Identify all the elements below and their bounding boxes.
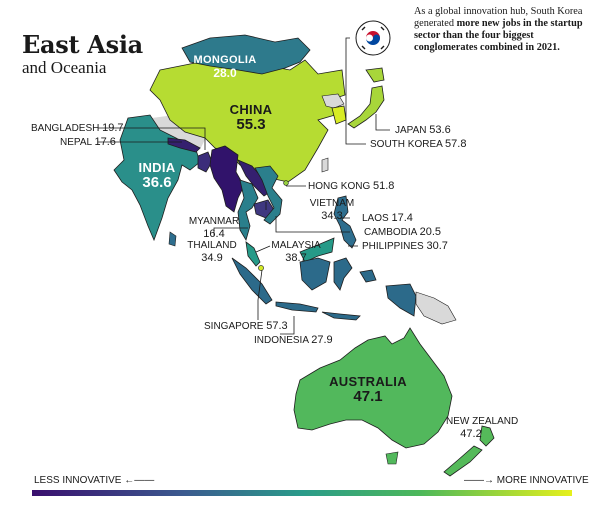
country-vietnam[interactable] bbox=[254, 165, 283, 225]
country-south-korea[interactable] bbox=[331, 105, 347, 125]
arrow-right-icon: ——→ bbox=[464, 475, 494, 486]
indonesia-value: 27.9 bbox=[311, 334, 333, 346]
myanmar-value: 16.4 bbox=[203, 228, 225, 240]
south-korea-name: SOUTH KOREA bbox=[370, 139, 443, 150]
annotation-note: As a global innovation hub, South Korea … bbox=[414, 6, 596, 54]
vietnam-value: 34.3 bbox=[321, 210, 343, 222]
label-new-zealand: NEW ZEALAND 47.2 bbox=[446, 416, 518, 441]
map-subtitle: and Oceania bbox=[22, 58, 107, 77]
label-china: CHINA 55.3 bbox=[216, 102, 286, 132]
singapore-value: 57.3 bbox=[266, 320, 288, 332]
label-south-korea: SOUTH KOREA 57.8 bbox=[370, 138, 466, 151]
label-philippines: PHILIPPINES 30.7 bbox=[362, 240, 448, 253]
country-new-zealand[interactable] bbox=[443, 425, 495, 477]
label-thailand: THAILAND 34.9 bbox=[182, 240, 242, 265]
label-hong-kong: HONG KONG 51.8 bbox=[308, 180, 394, 193]
mongolia-value: 28.0 bbox=[213, 66, 237, 80]
landmass-tasmania bbox=[385, 451, 399, 465]
philippines-value: 30.7 bbox=[426, 240, 448, 252]
mongolia-name: MONGOLIA bbox=[193, 54, 257, 66]
china-name: CHINA bbox=[229, 102, 273, 117]
philippines-name: PHILIPPINES bbox=[362, 241, 424, 252]
landmass-taiwan bbox=[321, 157, 329, 173]
legend-low-label: LESS INNOVATIVE ←—— bbox=[34, 475, 154, 486]
label-australia: AUSTRALIA 47.1 bbox=[318, 374, 418, 404]
myanmar-name: MYANMAR bbox=[188, 216, 240, 227]
laos-value: 17.4 bbox=[391, 212, 413, 224]
note-bold-text: more new jobs in the startup sector than… bbox=[414, 18, 583, 53]
country-indonesia[interactable] bbox=[231, 257, 417, 321]
country-australia[interactable] bbox=[293, 327, 453, 449]
japan-name: JAPAN bbox=[395, 125, 427, 136]
legend-high-label: ——→ MORE INNOVATIVE bbox=[464, 475, 589, 486]
label-indonesia: INDONESIA 27.9 bbox=[254, 334, 333, 347]
hong-kong-value: 51.8 bbox=[373, 180, 395, 192]
australia-name: AUSTRALIA bbox=[329, 374, 407, 389]
country-hong-kong[interactable] bbox=[283, 180, 289, 186]
map-title: East Asia bbox=[22, 30, 143, 59]
label-japan: JAPAN 53.6 bbox=[395, 124, 451, 137]
label-vietnam: VIETNAM 34.3 bbox=[306, 198, 358, 223]
country-nepal[interactable] bbox=[167, 137, 201, 153]
south-korea-flag-icon bbox=[355, 20, 391, 56]
new-zealand-name: NEW ZEALAND bbox=[446, 416, 519, 427]
label-singapore: SINGAPORE 57.3 bbox=[204, 320, 288, 333]
cambodia-name: CAMBODIA bbox=[364, 227, 417, 238]
note-text: As a global innovation hub, South Korea … bbox=[414, 6, 583, 29]
country-mongolia[interactable] bbox=[181, 34, 311, 75]
country-philippines[interactable] bbox=[333, 195, 357, 249]
arrow-left-icon: ←—— bbox=[124, 475, 155, 486]
label-nepal: NEPAL 17.6 bbox=[60, 136, 116, 149]
country-bangladesh[interactable] bbox=[197, 151, 213, 173]
label-cambodia: CAMBODIA 20.5 bbox=[364, 226, 441, 239]
china-value: 55.3 bbox=[236, 116, 266, 133]
label-bangladesh: BANGLADESH 19.7 bbox=[31, 122, 124, 135]
leader-lines bbox=[98, 37, 390, 335]
legend-high-text: MORE INNOVATIVE bbox=[496, 475, 589, 486]
australia-value: 47.1 bbox=[353, 388, 383, 405]
thailand-value: 34.9 bbox=[201, 252, 223, 264]
country-china[interactable] bbox=[149, 49, 346, 183]
label-laos: LAOS 17.4 bbox=[362, 212, 413, 225]
landmass-sri-lanka bbox=[168, 231, 177, 247]
vietnam-name: VIETNAM bbox=[309, 198, 355, 209]
label-malaysia: MALAYSIA 38.7 bbox=[266, 240, 326, 265]
landmass-north-korea bbox=[321, 93, 345, 109]
country-japan[interactable] bbox=[347, 67, 385, 129]
south-korea-value: 57.8 bbox=[445, 138, 467, 150]
legend-low-text: LESS INNOVATIVE bbox=[34, 475, 122, 486]
nepal-value: 17.6 bbox=[94, 136, 116, 148]
india-value: 36.6 bbox=[142, 174, 172, 191]
japan-value: 53.6 bbox=[429, 124, 451, 136]
singapore-name: SINGAPORE bbox=[204, 321, 264, 332]
cambodia-value: 20.5 bbox=[419, 226, 441, 238]
india-name: INDIA bbox=[138, 160, 176, 175]
country-myanmar[interactable] bbox=[209, 145, 245, 213]
bangladesh-value: 19.7 bbox=[102, 122, 124, 134]
indonesia-name: INDONESIA bbox=[254, 335, 309, 346]
nepal-name: NEPAL bbox=[60, 137, 92, 148]
malaysia-name: MALAYSIA bbox=[271, 240, 321, 251]
country-singapore[interactable] bbox=[258, 265, 264, 271]
malaysia-value: 38.7 bbox=[285, 252, 307, 264]
hong-kong-name: HONG KONG bbox=[308, 181, 371, 192]
label-mongolia: MONGOLIA 28.0 bbox=[190, 54, 260, 81]
country-thailand[interactable] bbox=[237, 179, 259, 241]
legend-color-scale bbox=[32, 490, 572, 496]
laos-name: LAOS bbox=[362, 213, 389, 224]
bangladesh-name: BANGLADESH bbox=[31, 123, 100, 134]
new-zealand-value: 47.2 bbox=[460, 428, 482, 440]
label-myanmar: MYANMAR 16.4 bbox=[184, 216, 244, 241]
landmass-papua-new-guinea bbox=[415, 291, 457, 325]
thailand-name: THAILAND bbox=[187, 240, 237, 251]
label-india: INDIA 36.6 bbox=[132, 160, 182, 190]
